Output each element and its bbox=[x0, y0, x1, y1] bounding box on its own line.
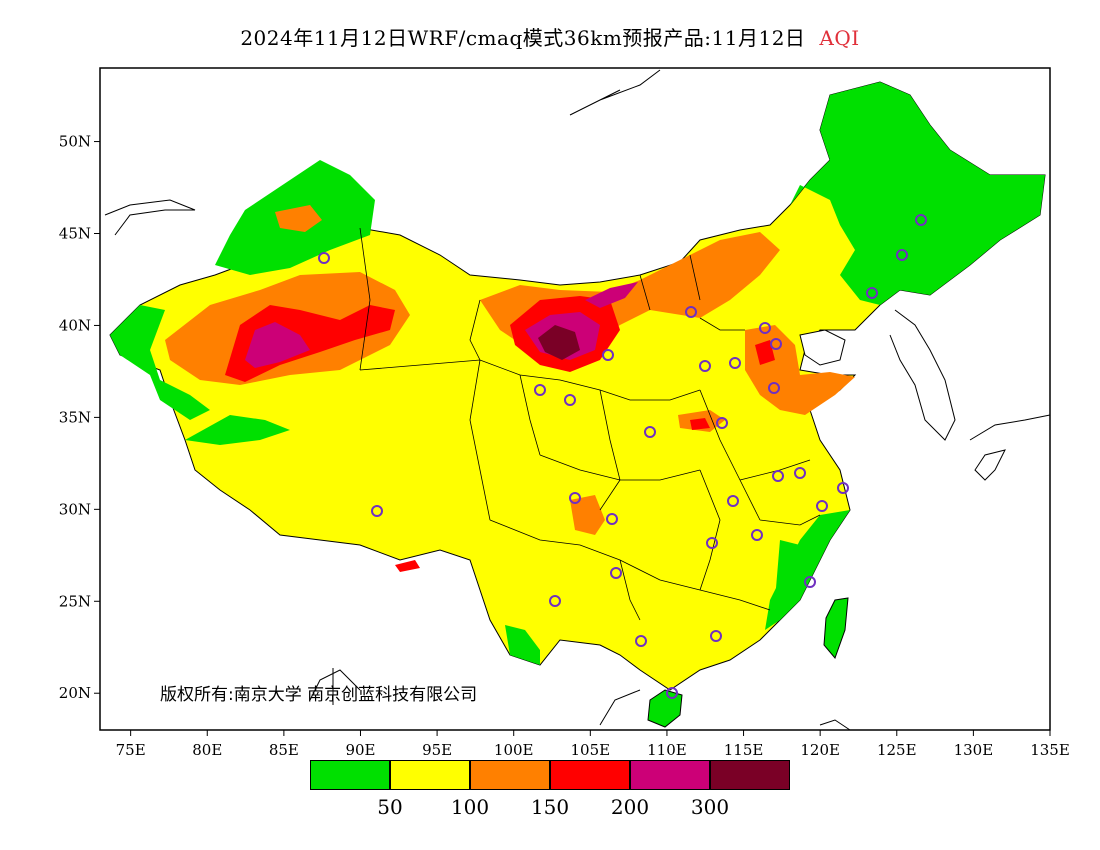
lon-tick-label: 85E bbox=[269, 741, 299, 759]
lat-tick-label: 40N bbox=[59, 316, 91, 334]
lat-tick-label: 35N bbox=[59, 408, 91, 426]
lon-tick-label: 100E bbox=[494, 741, 534, 759]
lon-tick-label: 95E bbox=[422, 741, 452, 759]
red-yunnan-edge bbox=[395, 560, 420, 572]
red-beijing bbox=[755, 340, 775, 365]
taiwan-island bbox=[823, 597, 849, 659]
lon-tick-label: 115E bbox=[724, 741, 764, 759]
lat-tick-label: 30N bbox=[59, 500, 91, 518]
map-frame bbox=[99, 67, 1051, 731]
colorbar-swatch bbox=[710, 760, 790, 790]
lon-tick-label: 110E bbox=[647, 741, 687, 759]
colorbar-swatch bbox=[390, 760, 470, 790]
colorbar-label: 200 bbox=[610, 795, 650, 819]
magenta-mongolia-strip bbox=[585, 282, 638, 308]
lat-tick-label: 45N bbox=[59, 225, 91, 243]
coastline-bohai bbox=[799, 329, 846, 366]
longitude-axis: 75E 80E 85E 90E 95E 100E 105E 110E 115E 120E 125E 1… bbox=[116, 730, 1070, 759]
coastline-japan bbox=[969, 414, 1051, 481]
lon-tick-label: 80E bbox=[192, 741, 222, 759]
colorbar-label: 100 bbox=[450, 795, 490, 819]
title-variable: AQI bbox=[819, 26, 860, 50]
colorbar-swatch bbox=[470, 760, 550, 790]
lon-tick-label: 120E bbox=[800, 741, 840, 759]
lat-tick-label: 50N bbox=[59, 133, 91, 151]
magenta-tarim bbox=[245, 322, 310, 368]
colorbar-label: 150 bbox=[530, 795, 570, 819]
map-title: 2024年11月12日WRF/cmaq模式36km预报产品:11月12日 AQI bbox=[0, 22, 1100, 51]
lon-tick-label: 125E bbox=[877, 741, 917, 759]
lon-tick-label: 135E bbox=[1030, 741, 1070, 759]
red-henan bbox=[690, 418, 710, 430]
green-southeast bbox=[765, 510, 850, 630]
lat-tick-label: 25N bbox=[59, 592, 91, 610]
coastline-indochina bbox=[309, 669, 851, 731]
latitude-axis: 50N 45N 40N 35N 30N 25N 20N bbox=[59, 133, 100, 702]
colorbar-swatch bbox=[550, 760, 630, 790]
colorbar-label: 50 bbox=[377, 795, 403, 819]
maroon-ningxia bbox=[538, 325, 580, 360]
coastline-russia bbox=[569, 69, 661, 116]
city-markers bbox=[318, 214, 927, 699]
lat-tick-label: 20N bbox=[59, 684, 91, 702]
green-northeast bbox=[790, 82, 1045, 305]
lon-tick-label: 90E bbox=[345, 741, 375, 759]
lon-tick-label: 130E bbox=[954, 741, 994, 759]
colorbar-label: 300 bbox=[690, 795, 730, 819]
title-main: 2024年11月12日WRF/cmaq模式36km预报产品:11月12日 bbox=[240, 26, 806, 50]
lon-tick-label: 75E bbox=[116, 741, 146, 759]
green-yunnan bbox=[505, 625, 540, 665]
coastline-korea bbox=[889, 309, 956, 441]
lon-tick-label: 105E bbox=[571, 741, 611, 759]
orange-sichuan bbox=[570, 495, 605, 535]
colorbar-swatch bbox=[630, 760, 710, 790]
copyright-text: 版权所有:南京大学 南京创蓝科技有限公司 bbox=[160, 685, 478, 705]
green-xinjiang-west bbox=[110, 305, 210, 420]
province-borders bbox=[359, 227, 821, 621]
green-fujian bbox=[775, 540, 800, 600]
coastline-northwest bbox=[104, 199, 196, 236]
colorbar-swatch bbox=[310, 760, 390, 790]
hainan-island bbox=[647, 689, 683, 728]
orange-junggar bbox=[275, 205, 322, 232]
green-tibet bbox=[185, 415, 290, 445]
